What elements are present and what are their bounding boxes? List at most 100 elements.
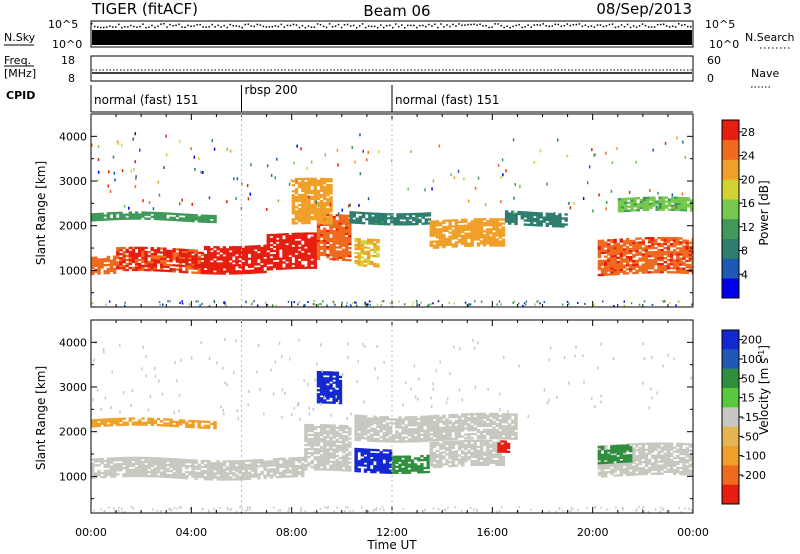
data-speck: [424, 188, 426, 192]
data-cell: [276, 465, 280, 469]
data-cell: [210, 254, 214, 257]
data-cell: [310, 217, 314, 221]
data-cell: [625, 258, 630, 261]
data-cell: [307, 456, 311, 459]
data-speck: [525, 300, 528, 303]
data-cell: [169, 470, 173, 473]
data-cell: [301, 258, 305, 261]
data-cell: [338, 467, 343, 470]
data-cell: [150, 249, 155, 252]
data-cell: [225, 472, 230, 475]
data-cell: [371, 220, 375, 223]
data-cell: [688, 267, 693, 271]
data-cell: [341, 451, 346, 454]
data-cell: [363, 427, 368, 430]
data-cell: [332, 232, 336, 235]
data-cell: [445, 237, 449, 241]
data-cell: [641, 269, 646, 272]
data-cell: [479, 230, 484, 233]
data-cell: [313, 468, 318, 471]
data-cell: [304, 423, 308, 427]
nsky-point: [488, 26, 490, 29]
data-cell: [429, 446, 434, 449]
data-cell: [473, 451, 477, 455]
data-cell: [429, 222, 434, 225]
data-cell: [508, 429, 512, 432]
data-cell: [216, 270, 220, 273]
data-cell: [288, 259, 292, 262]
data-cell: [551, 214, 556, 218]
data-speck: [649, 189, 651, 192]
data-cell: [323, 179, 327, 183]
nsky-point: [422, 24, 424, 27]
data-cell: [213, 262, 217, 265]
data-cell: [492, 412, 496, 416]
data-cell: [669, 239, 674, 242]
data-cell: [319, 239, 324, 243]
data-cell: [464, 415, 468, 418]
data-cell: [200, 253, 205, 257]
data-cell: [688, 249, 693, 253]
data-cell: [341, 445, 346, 448]
data-cell: [150, 269, 155, 272]
data-cell: [635, 247, 639, 250]
data-cell: [160, 463, 164, 466]
nsky-point: [301, 25, 304, 27]
data-cell: [241, 251, 245, 255]
nsky-point: [545, 25, 547, 27]
data-cell: [492, 220, 496, 223]
nsky-point: [196, 24, 198, 26]
data-cell: [235, 476, 239, 479]
data-cell: [235, 252, 239, 255]
data-cell: [366, 254, 371, 258]
data-cell: [473, 426, 477, 430]
data-cell: [160, 461, 164, 464]
data-cell: [379, 440, 383, 443]
data-cell: [352, 213, 356, 216]
data-cell: [341, 234, 346, 237]
data-cell: [382, 438, 387, 441]
nsky-point: [328, 23, 331, 25]
data-cell: [345, 445, 349, 448]
nsky-point: [310, 26, 313, 28]
data-cell: [442, 430, 446, 433]
data-cell: [607, 239, 611, 242]
data-cell: [294, 467, 299, 470]
data-cell: [366, 439, 371, 442]
data-cell: [329, 375, 333, 378]
data-cell: [345, 232, 349, 236]
data-cell: [644, 251, 649, 254]
data-cell: [669, 257, 674, 260]
data-cell: [379, 459, 383, 462]
data-cell: [691, 237, 693, 241]
data-cell: [247, 477, 252, 481]
data-cell: [122, 256, 126, 260]
data-cell: [238, 468, 242, 471]
data-cell: [316, 371, 321, 374]
data-cell: [442, 243, 446, 247]
data-cell: [163, 216, 167, 219]
data-cell: [445, 436, 449, 439]
data-cell: [600, 271, 605, 275]
data-cell: [451, 446, 456, 450]
data-cell: [651, 241, 655, 244]
data-cell: [479, 436, 484, 440]
data-cell: [222, 464, 227, 467]
data-cell: [476, 434, 481, 438]
data-speck: [250, 303, 253, 306]
data-cell: [439, 232, 443, 235]
data-cell: [297, 260, 302, 264]
nsky-point: [581, 25, 584, 28]
data-cell: [492, 218, 496, 221]
data-cell: [225, 476, 230, 479]
data-cell: [448, 442, 452, 446]
data-cell: [335, 399, 340, 403]
data-cell: [388, 426, 393, 429]
data-cell: [97, 212, 101, 216]
data-cell: [166, 218, 170, 221]
data-cell: [341, 244, 346, 247]
data-cell: [624, 201, 628, 205]
data-cell: [677, 196, 681, 200]
data-cell: [213, 462, 217, 465]
data-cell: [207, 468, 211, 471]
